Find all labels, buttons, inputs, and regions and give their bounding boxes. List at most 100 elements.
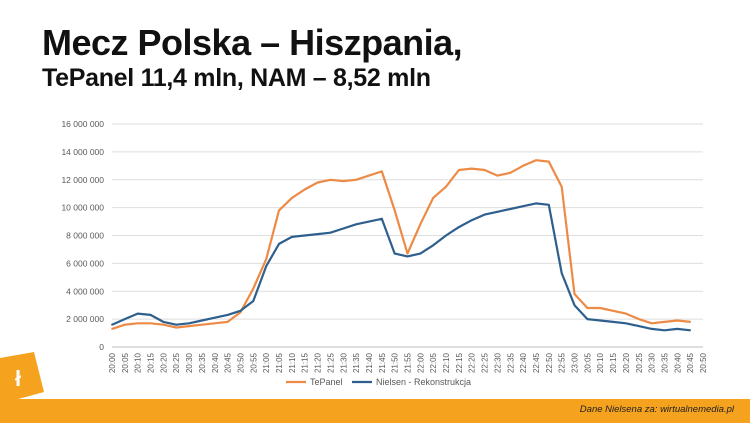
data-point (175, 323, 178, 326)
logo-letter: ł (15, 366, 21, 391)
x-tick-label: 22:15 (455, 352, 464, 373)
data-point (136, 322, 139, 325)
x-tick-label: 22:35 (506, 352, 515, 373)
data-point (290, 196, 293, 199)
data-point (316, 233, 319, 236)
data-point (573, 304, 576, 307)
data-point (535, 202, 537, 205)
data-point (406, 252, 409, 255)
data-point (689, 321, 692, 323)
data-point (278, 209, 280, 212)
logo: ł (0, 352, 48, 404)
data-point (265, 265, 268, 268)
data-point (547, 203, 550, 206)
data-point (213, 322, 216, 325)
page-title: Mecz Polska – Hiszpania, (42, 22, 463, 63)
data-point (278, 242, 280, 245)
data-point (175, 326, 178, 329)
x-tick-label: 22:00 (416, 352, 425, 373)
data-point (393, 252, 396, 255)
footer-bar: Dane Nielsena za: wirtualnemedia.pl (0, 399, 750, 423)
data-point (509, 208, 512, 210)
x-tick-label: 21:35 (352, 352, 361, 373)
y-tick-label: 12 000 000 (61, 175, 104, 185)
x-tick-label: 21:40 (365, 352, 374, 373)
data-point (226, 314, 229, 316)
data-point (586, 307, 589, 309)
page-subtitle: TePanel 11,4 mln, NAM – 8,52 mln (42, 64, 431, 92)
x-tick-label: 20:20 (622, 352, 631, 373)
x-tick-label: 20:45 (686, 352, 695, 373)
source-credit: Dane Nielsena za: wirtualnemedia.pl (579, 404, 734, 415)
data-point (290, 235, 293, 238)
data-point (457, 226, 460, 229)
x-tick-label: 20:55 (249, 352, 258, 373)
data-point (650, 322, 653, 325)
y-tick-label: 14 000 000 (61, 147, 104, 157)
data-point (522, 205, 525, 208)
data-point (522, 164, 525, 167)
data-point (162, 321, 165, 323)
data-point (547, 160, 550, 163)
data-point (445, 185, 447, 188)
legend-label-tepanel: TePanel (310, 377, 343, 387)
data-point (599, 307, 602, 309)
x-tick-label: 21:30 (339, 352, 348, 373)
data-point (676, 327, 679, 330)
x-tick-label: 21:15 (301, 352, 310, 373)
data-point (445, 234, 447, 237)
data-point (599, 319, 602, 322)
data-point (368, 174, 370, 177)
data-point (432, 196, 435, 199)
x-tick-label: 20:35 (660, 352, 669, 373)
data-point (188, 325, 190, 327)
x-tick-label: 20:45 (224, 352, 233, 373)
data-point (355, 178, 358, 181)
x-tick-label: 20:40 (673, 352, 682, 373)
x-tick-label: 22:45 (532, 352, 541, 373)
data-point (483, 213, 486, 216)
data-point (496, 210, 499, 213)
data-point (303, 234, 306, 237)
data-point (637, 318, 640, 321)
data-point (419, 252, 422, 255)
data-point (586, 318, 589, 321)
x-tick-label: 20:50 (236, 352, 245, 373)
data-point (535, 159, 537, 162)
data-point (329, 178, 332, 181)
x-tick-label: 21:45 (378, 352, 387, 373)
x-tick-label: 23:00 (571, 352, 580, 373)
x-tick-label: 22:55 (558, 352, 567, 373)
x-tick-label: 21:25 (326, 352, 335, 373)
data-point (201, 319, 203, 322)
data-point (663, 321, 666, 323)
x-tick-label: 20:00 (108, 352, 117, 373)
series-line-tepanel (111, 159, 691, 330)
data-point (123, 323, 126, 326)
y-tick-label: 2 000 000 (66, 314, 104, 324)
data-point (123, 318, 126, 321)
data-point (573, 293, 576, 295)
legend-label-nielsen: Nielsen - Rekonstrukcja (376, 377, 471, 387)
y-tick-label: 6 000 000 (66, 258, 104, 268)
data-point (149, 314, 152, 316)
data-point (355, 223, 358, 226)
x-tick-label: 22:30 (493, 352, 502, 373)
data-point (316, 181, 319, 184)
data-point (650, 327, 653, 330)
data-point (252, 300, 255, 302)
x-tick-label: 20:35 (198, 352, 207, 373)
data-point (342, 227, 345, 230)
data-point (637, 325, 640, 327)
data-point (612, 309, 614, 312)
data-point (329, 231, 332, 234)
data-point (162, 323, 165, 326)
data-point (136, 312, 139, 315)
x-tick-label: 22:20 (468, 352, 477, 373)
y-tick-label: 8 000 000 (66, 231, 104, 241)
data-point (342, 180, 345, 183)
data-point (612, 321, 614, 323)
data-point (368, 220, 370, 223)
x-tick-label: 20:20 (159, 352, 168, 373)
data-point (380, 217, 383, 220)
